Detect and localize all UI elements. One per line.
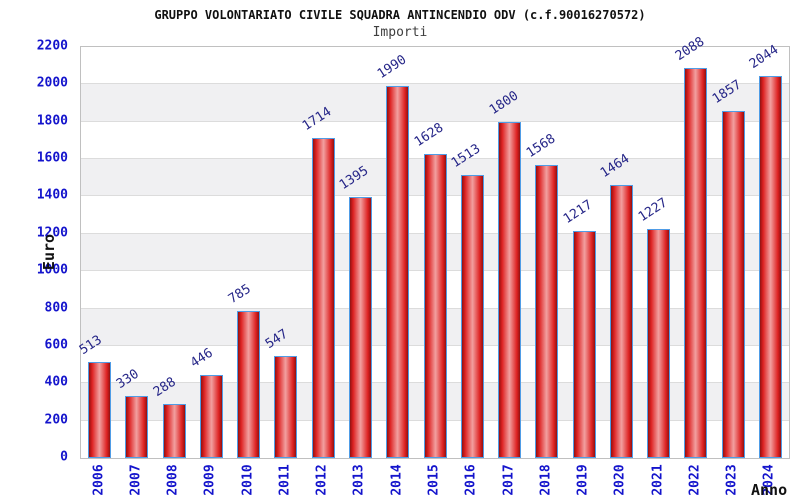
grid-band [81,84,789,122]
bar [386,86,410,458]
y-tick-label: 800 [44,300,68,316]
x-axis-title: Anno [751,481,788,499]
gridline [81,83,789,85]
y-tick-label: 200 [44,412,68,428]
y-tick-label: 1400 [36,187,68,203]
x-tick-label: 2023 [724,464,740,496]
y-tick-label: 2000 [36,75,68,91]
bar-value-label: 1628 [411,120,447,150]
bar [647,228,671,458]
bar [274,355,298,458]
x-axis-tick-labels: 2006 2007 2008 2009 2010 2011 2012 2013 2014 2015… [80,459,790,500]
bar [758,76,782,458]
chart-title: GRUPPO VOLONTARIATO CIVILE SQUADRA ANTIN… [154,8,646,22]
bar-value-label: 2044 [747,42,782,73]
x-tick-label: 2013 [351,464,367,496]
bar [162,404,186,458]
bar [498,121,522,458]
y-tick-label: 600 [44,337,68,353]
bar-value-label: 446 [188,345,217,371]
bar-value-label: 1217 [560,197,596,227]
y-tick-label: 1600 [36,150,68,166]
y-tick-label: 2200 [36,38,68,54]
bar [609,184,633,458]
bar [721,111,745,458]
bar [348,197,372,458]
plot-area: 513 330 288 446 785 547 1714 1395 1990 1628 1513 18… [76,34,790,459]
x-tick-label: 2018 [538,464,554,496]
x-tick-label: 2014 [389,464,405,496]
bar [311,137,335,458]
bar [199,374,223,458]
x-tick-label: 2020 [612,464,628,496]
gridline [81,120,789,122]
bar [125,396,149,458]
bar-value-label: 785 [225,281,254,308]
bar [572,230,596,458]
y-tick-label: 400 [44,374,68,390]
bar [684,67,708,458]
x-tick-label: 2010 [240,464,256,496]
x-tick-label: 2017 [501,464,517,496]
bar [423,153,447,458]
y-tick-label: 1200 [36,225,68,241]
x-tick-label: 2006 [91,464,107,496]
x-tick-label: 2008 [165,464,181,496]
bar [460,175,484,458]
x-tick-label: 2019 [575,464,591,496]
y-tick-label: 1000 [36,262,68,278]
bar-value-label: 1990 [374,52,409,83]
bar-value-label: 1227 [635,195,670,225]
y-tick-label: 1800 [36,113,68,129]
bar [535,165,559,458]
x-tick-label: 2011 [277,464,293,496]
bar [88,362,112,458]
bar [237,311,261,458]
y-tick-label: 0 [60,449,68,465]
x-tick-label: 2022 [687,464,703,496]
x-tick-label: 2009 [202,464,218,496]
bar-value-label: 1568 [523,131,559,162]
y-axis-title: Euro [40,233,58,271]
x-tick-label: 2021 [650,464,666,496]
x-tick-label: 2015 [426,464,442,496]
x-tick-label: 2016 [463,464,479,496]
y-axis-tick-labels: 0 200 400 600 800 1000 1200 1400 1600 1800 2000 220… [0,39,74,465]
chart-subtitle: Importi [372,25,428,40]
x-tick-label: 2012 [314,464,330,496]
x-tick-label: 2007 [128,464,144,496]
